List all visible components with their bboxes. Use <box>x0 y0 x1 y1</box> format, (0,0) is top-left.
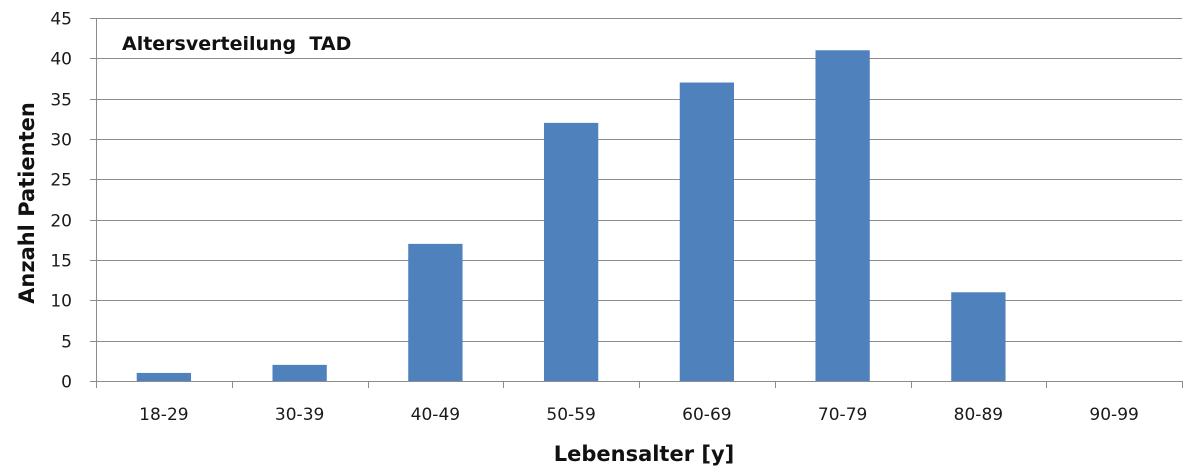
chart-title: Altersverteilung TAD <box>122 33 351 55</box>
y-tick-label: 20 <box>50 212 72 232</box>
y-tick-label: 40 <box>50 50 72 70</box>
y-tick-label: 45 <box>50 10 72 30</box>
bar-30-39 <box>272 364 327 381</box>
x-tick-label: 30-39 <box>275 405 324 425</box>
y-tick-label: 15 <box>50 252 72 272</box>
bars <box>136 50 1006 382</box>
x-tick-label: 18-29 <box>139 405 188 425</box>
x-tick-label: 90-99 <box>1089 405 1138 425</box>
bar-40-49 <box>408 243 463 381</box>
bar-18-29 <box>136 372 192 381</box>
x-tick-label: 80-89 <box>954 405 1003 425</box>
x-tick-label: 60-69 <box>682 405 731 425</box>
gridlines <box>96 18 1182 342</box>
bar-80-89 <box>951 292 1006 381</box>
y-tick-label: 0 <box>61 373 72 393</box>
y-tick-label: 5 <box>61 333 72 353</box>
bar-70-79 <box>815 50 870 382</box>
x-axis-title: Lebensalter [y] <box>554 442 735 466</box>
x-tick-label: 40-49 <box>411 405 460 425</box>
y-tick-label: 10 <box>50 292 72 312</box>
x-tick-label: 70-79 <box>818 405 867 425</box>
x-tick-labels: 18-29 30-39 40-49 50-59 60-69 70-79 80-89 90-99 <box>139 405 1139 425</box>
bar-60-69 <box>679 82 735 381</box>
y-tick-label: 35 <box>50 91 72 111</box>
x-tick-label: 50-59 <box>546 405 595 425</box>
y-tick-label: 30 <box>50 131 72 151</box>
axes <box>90 18 1183 388</box>
y-axis-title: Anzahl Patienten <box>15 102 39 304</box>
y-tick-labels: 0 5 10 15 20 25 30 35 40 45 <box>50 10 72 393</box>
bar-50-59 <box>543 122 599 382</box>
y-tick-label: 25 <box>50 171 72 191</box>
